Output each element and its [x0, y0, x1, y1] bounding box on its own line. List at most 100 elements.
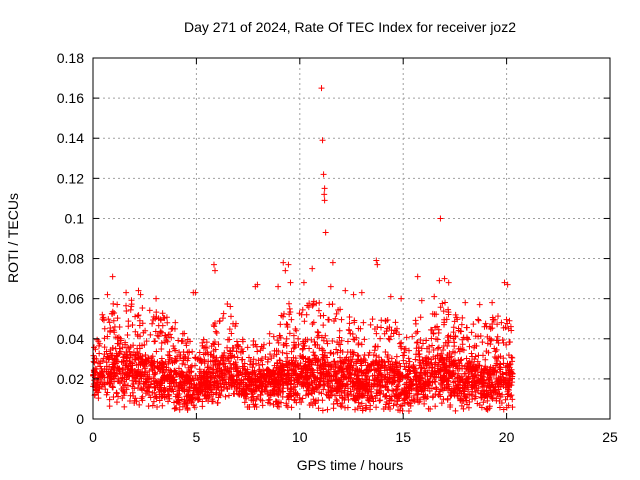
data-point [494, 380, 501, 387]
data-point [386, 393, 393, 400]
data-point [150, 375, 157, 382]
data-point [220, 310, 227, 317]
y-axis-label: ROTI / TECUs [5, 193, 21, 283]
data-point [123, 302, 130, 309]
data-point [498, 319, 505, 326]
data-point [171, 383, 178, 390]
data-point [384, 379, 391, 386]
data-point [414, 390, 421, 397]
data-point [411, 398, 418, 405]
data-point [479, 339, 486, 346]
data-point [210, 382, 217, 389]
data-point [354, 352, 361, 359]
data-point [275, 339, 282, 346]
data-point [161, 369, 168, 376]
data-point [360, 355, 367, 362]
data-point [405, 407, 412, 414]
data-point [488, 336, 495, 343]
data-point [412, 356, 419, 363]
data-point [104, 291, 111, 298]
data-point [358, 341, 365, 348]
data-point [412, 317, 419, 324]
data-point [135, 312, 142, 319]
x-axis-label: GPS time / hours [297, 457, 404, 473]
data-point [179, 360, 186, 367]
data-point [105, 316, 112, 323]
data-point [290, 332, 297, 339]
data-point [106, 319, 113, 326]
data-point [399, 352, 406, 359]
data-point [127, 306, 134, 313]
data-point [310, 298, 317, 305]
data-point [382, 318, 389, 325]
data-point [396, 395, 403, 402]
data-point [223, 376, 230, 383]
data-point [320, 171, 327, 178]
data-point [437, 215, 444, 222]
data-point [142, 357, 149, 364]
data-point [132, 313, 139, 320]
data-point [332, 315, 339, 322]
data-point [423, 337, 430, 344]
data-point [129, 389, 136, 396]
data-point [388, 327, 395, 334]
data-point [493, 355, 500, 362]
data-point [286, 300, 293, 307]
data-point [425, 405, 432, 412]
data-point [277, 357, 284, 364]
data-point [153, 295, 160, 302]
data-point [468, 350, 475, 357]
data-point [123, 289, 130, 296]
data-point [147, 331, 154, 338]
data-point [287, 279, 294, 286]
data-point [398, 373, 405, 380]
data-point [144, 384, 151, 391]
data-point [274, 374, 281, 381]
x-tick-label: 25 [602, 429, 618, 445]
data-point [179, 330, 186, 337]
data-point [390, 330, 397, 337]
data-point [322, 229, 329, 236]
data-point [226, 326, 233, 333]
data-point [149, 402, 156, 409]
data-point [119, 395, 126, 402]
data-point [381, 373, 388, 380]
data-point [152, 370, 159, 377]
data-point [317, 312, 324, 319]
data-point [114, 301, 121, 308]
data-point [445, 339, 452, 346]
data-point [458, 321, 465, 328]
data-point [373, 330, 380, 337]
data-point [339, 395, 346, 402]
data-point [462, 299, 469, 306]
data-point [330, 405, 337, 412]
data-point [431, 293, 438, 300]
data-point [186, 349, 193, 356]
data-point [437, 304, 444, 311]
data-point [96, 350, 103, 357]
data-point [412, 381, 419, 388]
data-point [210, 261, 217, 268]
data-point [355, 340, 362, 347]
data-point [301, 318, 308, 325]
data-point [181, 353, 188, 360]
data-point [432, 403, 439, 410]
data-points [90, 85, 516, 414]
data-point [338, 316, 345, 323]
data-point [434, 345, 441, 352]
data-point [154, 332, 161, 339]
data-point [344, 338, 351, 345]
data-point [314, 359, 321, 366]
data-point [350, 291, 357, 298]
data-point [152, 328, 159, 335]
data-point [101, 325, 108, 332]
data-point [417, 314, 424, 321]
data-point [126, 397, 133, 404]
data-point [452, 407, 459, 414]
data-point [178, 338, 185, 345]
data-point [270, 401, 277, 408]
data-point [208, 343, 215, 350]
data-point [277, 321, 284, 328]
data-point [274, 400, 281, 407]
data-point [413, 339, 420, 346]
